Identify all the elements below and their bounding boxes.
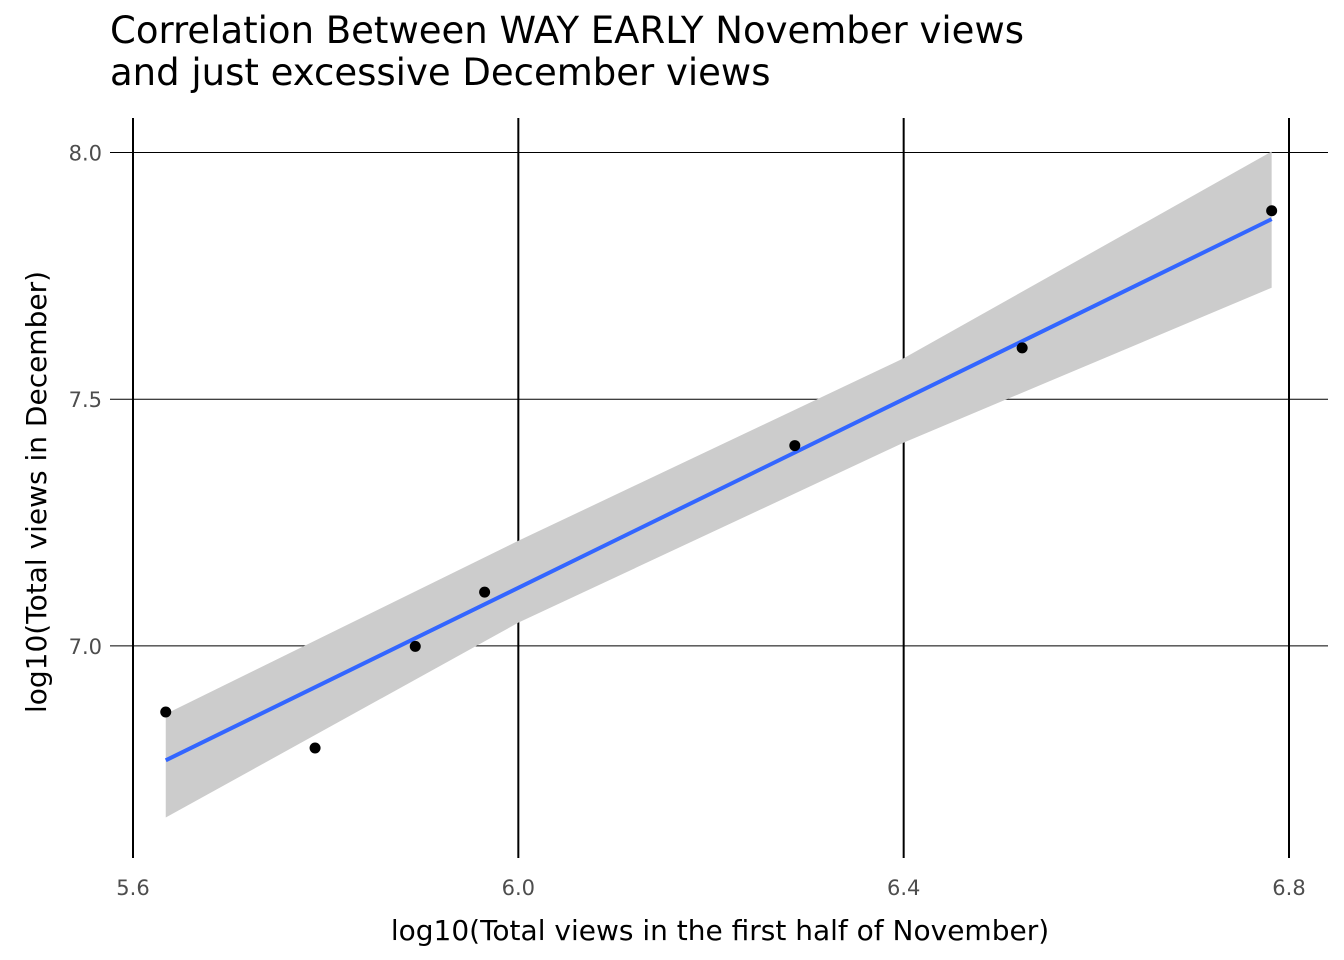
chart-title: Correlation Between WAY EARLY November v… xyxy=(110,9,1024,94)
data-point xyxy=(409,640,421,652)
x-axis-title: log10(Total views in the first half of N… xyxy=(391,914,1049,947)
data-point xyxy=(309,742,321,754)
x-tick-label: 6.8 xyxy=(1272,876,1305,900)
regression-line xyxy=(164,217,1273,763)
data-point xyxy=(479,586,491,598)
x-tick-label: 6.4 xyxy=(887,876,920,900)
confidence-band-layer xyxy=(165,151,1272,818)
data-point xyxy=(789,440,801,452)
data-point xyxy=(160,706,172,718)
y-tick-label: 8.0 xyxy=(69,142,102,166)
y-axis-title: log10(Total views in December) xyxy=(20,271,53,713)
x-tick-label: 6.0 xyxy=(502,876,535,900)
y-tick-label: 7.5 xyxy=(69,388,102,412)
tick-labels: 5.6 6.0 6.4 6.8 7.0 7.5 8.0 xyxy=(69,142,1306,900)
confidence-band xyxy=(165,151,1272,818)
grid-lines xyxy=(110,118,1328,858)
data-points xyxy=(160,205,1278,754)
data-point xyxy=(1266,205,1278,217)
data-point xyxy=(1016,342,1028,354)
fit-line-layer xyxy=(164,217,1273,763)
y-tick-label: 7.0 xyxy=(69,635,102,659)
x-tick-label: 5.6 xyxy=(116,876,149,900)
